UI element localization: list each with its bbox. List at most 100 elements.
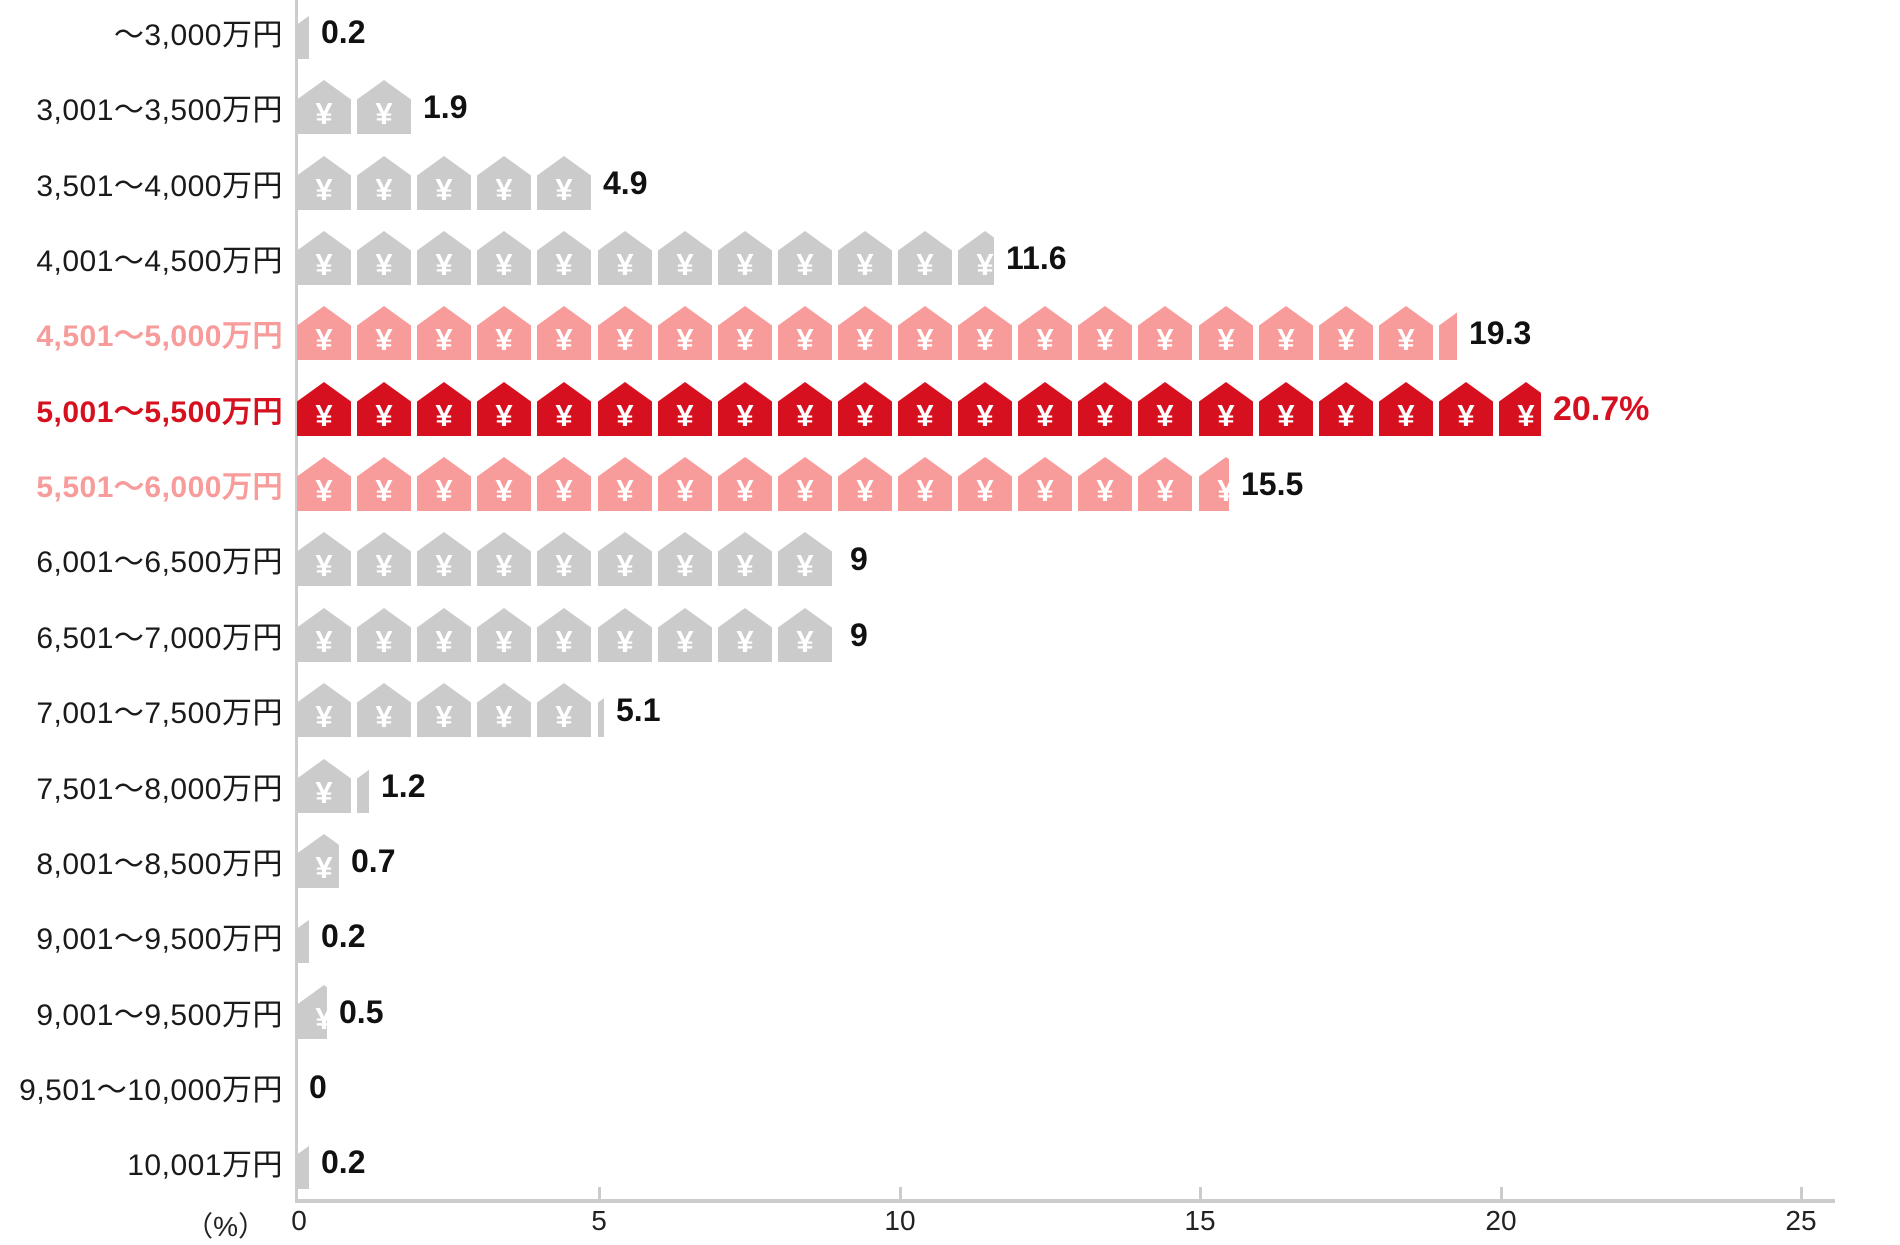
yen-house-icon: ¥ xyxy=(477,306,531,360)
yen-house-icon: ¥ xyxy=(477,608,531,662)
svg-text:¥: ¥ xyxy=(1277,398,1295,433)
svg-text:¥: ¥ xyxy=(315,624,333,659)
svg-text:¥: ¥ xyxy=(616,548,634,583)
svg-text:¥: ¥ xyxy=(315,247,333,282)
value-label: 9 xyxy=(850,540,868,577)
yen-house-icon: ¥ xyxy=(658,306,712,360)
svg-text:¥: ¥ xyxy=(676,624,694,659)
svg-text:¥: ¥ xyxy=(796,322,814,357)
svg-text:¥: ¥ xyxy=(976,247,994,282)
svg-text:¥: ¥ xyxy=(435,699,453,734)
category-label: 7,501～8,000万円 xyxy=(36,773,283,806)
yen-house-icon: ¥ xyxy=(598,457,652,511)
svg-text:¥: ¥ xyxy=(796,398,814,433)
svg-text:¥: ¥ xyxy=(976,473,994,508)
category-label: 7,001～7,500万円 xyxy=(36,697,283,730)
value-label: 20.7% xyxy=(1553,389,1650,428)
svg-text:¥: ¥ xyxy=(616,473,634,508)
svg-text:¥: ¥ xyxy=(1096,322,1114,357)
svg-text:¥: ¥ xyxy=(916,322,934,357)
value-label: 9 xyxy=(850,616,868,653)
value-label: 11.6 xyxy=(1006,239,1067,276)
svg-text:¥: ¥ xyxy=(435,172,453,207)
svg-text:¥: ¥ xyxy=(555,548,573,583)
svg-text:¥: ¥ xyxy=(1277,322,1295,357)
chart-row: 6,501～7,000万円 ¥ ¥ ¥ ¥ ¥ ¥ ¥ ¥ ¥9 xyxy=(0,608,1900,662)
category-label: 3,501～4,000万円 xyxy=(36,170,283,203)
yen-house-icon-partial: ¥ xyxy=(357,759,369,813)
yen-house-icon-partial: ¥ xyxy=(958,231,994,285)
svg-text:¥: ¥ xyxy=(555,172,573,207)
x-axis-tick xyxy=(1199,1187,1202,1199)
svg-text:¥: ¥ xyxy=(976,398,994,433)
svg-text:¥: ¥ xyxy=(495,322,513,357)
yen-house-icon: ¥ xyxy=(477,382,531,436)
svg-text:¥: ¥ xyxy=(1457,398,1475,433)
svg-text:¥: ¥ xyxy=(495,247,513,282)
x-axis-tick xyxy=(899,1187,902,1199)
yen-house-icon: ¥ xyxy=(417,532,471,586)
svg-text:¥: ¥ xyxy=(676,473,694,508)
category-label: 6,001～6,500万円 xyxy=(36,546,283,579)
yen-house-icon: ¥ xyxy=(1138,382,1192,436)
x-axis-tick-label: 5 xyxy=(591,1205,607,1236)
yen-house-icon-partial: ¥ xyxy=(297,5,309,59)
svg-text:¥: ¥ xyxy=(555,322,573,357)
yen-house-icon: ¥ xyxy=(778,231,832,285)
yen-house-icon: ¥ xyxy=(477,156,531,210)
svg-text:¥: ¥ xyxy=(555,473,573,508)
yen-house-icon: ¥ xyxy=(537,457,591,511)
svg-text:¥: ¥ xyxy=(856,247,874,282)
yen-house-icon-partial: ¥ xyxy=(297,909,309,963)
yen-house-icon: ¥ xyxy=(297,759,351,813)
svg-text:¥: ¥ xyxy=(736,548,754,583)
yen-house-icon: ¥ xyxy=(417,306,471,360)
yen-house-icon: ¥ xyxy=(778,457,832,511)
svg-text:¥: ¥ xyxy=(375,624,393,659)
value-label: 0 xyxy=(309,1068,327,1105)
yen-house-icon: ¥ xyxy=(718,608,772,662)
chart-row: 4,001～4,500万円 ¥ ¥ ¥ ¥ ¥ ¥ ¥ ¥ ¥ ¥ ¥ ¥11.6 xyxy=(0,231,1900,285)
yen-house-icon: ¥ xyxy=(357,683,411,737)
svg-text:¥: ¥ xyxy=(435,473,453,508)
yen-house-icon: ¥ xyxy=(1138,457,1192,511)
x-axis-tick-label: 20 xyxy=(1485,1205,1517,1236)
category-label: 6,501～7,000万円 xyxy=(36,622,283,655)
category-label: 3,001～3,500万円 xyxy=(36,94,283,127)
yen-house-icon-partial: ¥ xyxy=(297,1135,309,1189)
yen-house-icon: ¥ xyxy=(357,532,411,586)
yen-house-icon: ¥ xyxy=(598,306,652,360)
chart-row: 7,001～7,500万円 ¥ ¥ ¥ ¥ ¥ ¥5.1 xyxy=(0,683,1900,737)
svg-text:¥: ¥ xyxy=(1337,322,1355,357)
category-label: ～3,000万円 xyxy=(113,19,283,52)
yen-house-icon: ¥ xyxy=(718,532,772,586)
svg-text:¥: ¥ xyxy=(856,398,874,433)
svg-text:¥: ¥ xyxy=(1156,398,1174,433)
svg-text:¥: ¥ xyxy=(796,247,814,282)
svg-text:¥: ¥ xyxy=(375,247,393,282)
yen-house-icon: ¥ xyxy=(417,608,471,662)
value-label: 0.5 xyxy=(339,993,384,1030)
chart-row: 9,501～10,000万円 0 xyxy=(0,1060,1900,1114)
yen-house-icon: ¥ xyxy=(297,683,351,737)
yen-house-icon: ¥ xyxy=(718,382,772,436)
yen-house-icon: ¥ xyxy=(1018,306,1072,360)
chart-row: 9,001～9,500万円 ¥0.5 xyxy=(0,985,1900,1039)
svg-text:¥: ¥ xyxy=(676,247,694,282)
yen-house-icon: ¥ xyxy=(537,532,591,586)
yen-house-icon: ¥ xyxy=(658,382,712,436)
yen-house-icon: ¥ xyxy=(1259,382,1313,436)
yen-house-icon: ¥ xyxy=(598,231,652,285)
value-label: 0.2 xyxy=(321,13,366,50)
svg-text:¥: ¥ xyxy=(435,548,453,583)
svg-text:¥: ¥ xyxy=(315,96,333,131)
svg-text:¥: ¥ xyxy=(375,473,393,508)
svg-text:¥: ¥ xyxy=(315,172,333,207)
svg-text:¥: ¥ xyxy=(616,398,634,433)
svg-text:¥: ¥ xyxy=(1217,398,1235,433)
svg-text:¥: ¥ xyxy=(1036,322,1054,357)
chart-row: 4,501～5,000万円 ¥ ¥ ¥ ¥ ¥ ¥ ¥ ¥ ¥ ¥ ¥ ¥ ¥ ¥ ¥ ¥ ¥ ¥ ¥ ¥19.3 xyxy=(0,306,1900,360)
svg-text:¥: ¥ xyxy=(616,624,634,659)
yen-house-icon: ¥ xyxy=(1319,306,1373,360)
yen-house-icon: ¥ xyxy=(778,306,832,360)
